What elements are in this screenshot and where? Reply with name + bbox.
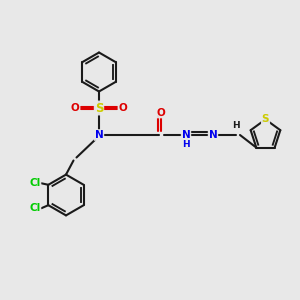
Text: Cl: Cl (29, 203, 40, 213)
Text: O: O (156, 107, 165, 118)
Text: O: O (70, 103, 80, 113)
Text: Cl: Cl (29, 178, 40, 188)
Text: N: N (94, 130, 103, 140)
Text: N: N (182, 130, 190, 140)
Text: S: S (262, 114, 269, 124)
Text: O: O (118, 103, 127, 113)
Text: S: S (95, 101, 103, 115)
Text: H: H (232, 122, 239, 130)
Text: H: H (182, 140, 190, 149)
Text: N: N (208, 130, 217, 140)
